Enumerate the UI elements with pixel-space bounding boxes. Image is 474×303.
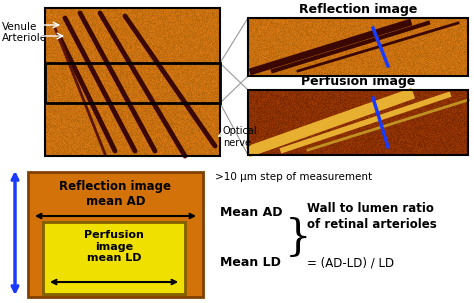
Bar [43, 222, 185, 294]
Text: Perfusion image: Perfusion image [301, 75, 415, 88]
Text: }: } [285, 217, 311, 259]
Text: = (AD-LD) / LD: = (AD-LD) / LD [307, 257, 394, 269]
Text: of retinal arterioles: of retinal arterioles [307, 218, 437, 231]
Text: Mean AD: Mean AD [220, 207, 283, 219]
Bar [45, 63, 220, 103]
Bar [248, 18, 468, 76]
Text: Wall to lumen ratio: Wall to lumen ratio [307, 202, 434, 215]
Text: Perfusion
image
mean LD: Perfusion image mean LD [84, 230, 144, 263]
Text: Venule: Venule [2, 22, 37, 32]
Text: Arteriole: Arteriole [2, 33, 47, 43]
Bar [28, 172, 203, 297]
Text: Mean LD: Mean LD [220, 257, 281, 269]
Bar [45, 8, 220, 156]
Text: Reflection image
mean AD: Reflection image mean AD [60, 180, 172, 208]
Text: Reflection image: Reflection image [299, 3, 417, 16]
Text: Optical
nerve: Optical nerve [223, 126, 258, 148]
Text: >10 μm step of measurement: >10 μm step of measurement [215, 172, 372, 182]
Bar [248, 90, 468, 155]
